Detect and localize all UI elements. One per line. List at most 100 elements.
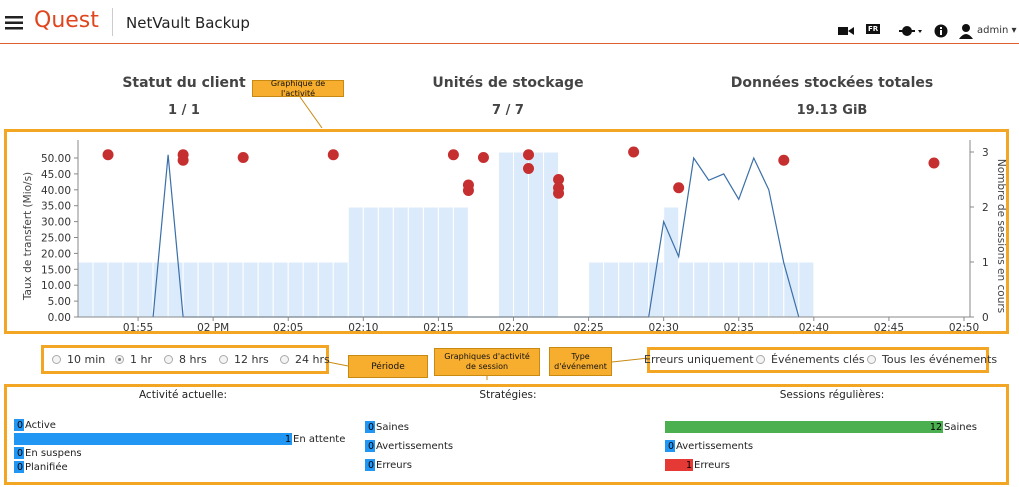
status-bar: 0 bbox=[14, 447, 24, 459]
callout: Graphiques d'activité de session bbox=[434, 348, 540, 376]
status-bar: 0 bbox=[14, 419, 24, 431]
app-title: NetVault Backup bbox=[126, 14, 250, 32]
status-bar: 12 bbox=[665, 421, 943, 433]
user-icon[interactable] bbox=[959, 23, 973, 39]
period-option[interactable]: 10 min bbox=[52, 353, 105, 366]
logo[interactable]: Quest bbox=[34, 8, 99, 33]
info-icon[interactable] bbox=[934, 24, 948, 38]
period-option[interactable]: 12 hrs bbox=[219, 353, 269, 366]
summary-value: 1 / 1 bbox=[168, 103, 200, 118]
event-dot bbox=[628, 146, 640, 158]
radio-button[interactable] bbox=[280, 355, 289, 364]
status-count: 0 bbox=[667, 440, 674, 452]
option-label: 10 min bbox=[67, 353, 106, 366]
radio-button[interactable] bbox=[756, 355, 765, 364]
status-bar: 0 bbox=[365, 421, 375, 433]
y2-tick-label: 3 bbox=[982, 147, 989, 159]
status-label: Avertissements bbox=[676, 440, 754, 452]
highlight-frame bbox=[647, 347, 989, 373]
separator bbox=[112, 8, 113, 36]
status-bar: 0 bbox=[14, 461, 24, 473]
radio-button[interactable] bbox=[164, 355, 173, 364]
panel-title: Sessions régulières: bbox=[779, 389, 885, 401]
activity-chart: 0.00 5.00 10.00 15.00 20.00 25.00 30.00 35.00 40… bbox=[22, 140, 1007, 334]
status-row: 0 En suspens bbox=[14, 447, 82, 459]
callout: Type d'événement bbox=[549, 347, 612, 376]
status-label: Planifiée bbox=[25, 461, 68, 473]
status-label: En attente bbox=[293, 433, 346, 445]
y-tick-label: 45.00 bbox=[41, 169, 71, 181]
menu-icon[interactable] bbox=[5, 16, 23, 30]
highlight-frame bbox=[4, 129, 1009, 334]
event-dot bbox=[177, 154, 189, 166]
y-tick-label: 15.00 bbox=[41, 264, 71, 276]
highlight-frame bbox=[41, 345, 329, 374]
event-dot bbox=[553, 187, 565, 199]
radio-button[interactable] bbox=[115, 355, 124, 364]
event-dot bbox=[778, 154, 790, 166]
event-option[interactable]: Événements clés bbox=[756, 353, 865, 366]
camera-icon[interactable] bbox=[838, 25, 854, 37]
radio-button[interactable] bbox=[219, 355, 228, 364]
header: Quest NetVault Backup FR admin ▾ bbox=[0, 0, 1019, 44]
event-dot bbox=[523, 163, 535, 174]
period-option[interactable]: 8 hrs bbox=[164, 353, 207, 366]
summary-value: 7 / 7 bbox=[492, 103, 524, 118]
y2-tick-label: 2 bbox=[982, 202, 989, 214]
status-count: 0 bbox=[367, 440, 374, 452]
event-dot bbox=[477, 152, 489, 163]
y-tick-label: 50.00 bbox=[41, 153, 71, 165]
status-row: 0 Erreurs bbox=[365, 459, 412, 471]
y-tick-label: 30.00 bbox=[41, 217, 71, 229]
event-dot bbox=[462, 185, 474, 196]
option-label: 8 hrs bbox=[179, 353, 207, 366]
status-row: 0 Avertissements bbox=[665, 440, 753, 452]
summary-value: 19.13 GiB bbox=[796, 103, 868, 118]
event-option[interactable]: Tous les événements bbox=[867, 353, 997, 366]
option-label: Tous les événements bbox=[882, 353, 998, 366]
event-dot bbox=[523, 149, 535, 161]
status-bar: 1 bbox=[665, 459, 693, 471]
user-menu[interactable]: admin ▾ bbox=[977, 25, 1017, 36]
status-count: 1 bbox=[284, 433, 291, 445]
status-count: 0 bbox=[16, 419, 23, 431]
status-row: 0 Saines bbox=[365, 421, 409, 433]
status-label: Active bbox=[25, 419, 56, 431]
y2-tick-label: 0 bbox=[982, 312, 989, 324]
status-count: 0 bbox=[367, 459, 374, 471]
status-bar: 1 bbox=[14, 433, 292, 445]
language-button[interactable]: FR bbox=[866, 24, 881, 34]
user-name: admin bbox=[977, 25, 1009, 36]
summary-title: Données stockées totales bbox=[730, 75, 934, 91]
y-tick-label: 5.00 bbox=[48, 296, 71, 308]
event-option[interactable]: Erreurs uniquement bbox=[644, 353, 754, 366]
status-label: Saines bbox=[944, 421, 977, 433]
network-icon[interactable] bbox=[899, 24, 923, 38]
status-label: Avertissements bbox=[376, 440, 454, 452]
y-tick-label: 10.00 bbox=[41, 280, 71, 292]
status-bar: 0 bbox=[365, 440, 375, 452]
period-option[interactable]: 24 hrs bbox=[280, 353, 330, 366]
status-count: 0 bbox=[367, 421, 374, 433]
radio-button[interactable] bbox=[52, 355, 61, 364]
status-bar: 0 bbox=[365, 459, 375, 471]
status-count: 0 bbox=[16, 461, 23, 473]
radio-button[interactable] bbox=[867, 355, 876, 364]
event-dot bbox=[237, 152, 249, 163]
panel-title: Activité actuelle: bbox=[138, 389, 228, 401]
status-count: 1 bbox=[685, 459, 692, 471]
status-label: Erreurs bbox=[376, 459, 412, 471]
status-row: 1 Erreurs bbox=[665, 459, 730, 471]
y-tick-label: 25.00 bbox=[41, 233, 71, 245]
status-label: Erreurs bbox=[694, 459, 730, 471]
event-dot bbox=[102, 149, 114, 161]
event-dot bbox=[673, 182, 685, 194]
callout: Graphique de l'activité bbox=[252, 79, 344, 98]
y2-tick-label: 1 bbox=[982, 257, 989, 269]
y-tick-label: 35.00 bbox=[41, 201, 71, 213]
status-bar: 0 bbox=[665, 440, 675, 452]
option-label: Événements clés bbox=[771, 353, 865, 366]
period-option[interactable]: 1 hr bbox=[115, 353, 152, 366]
callout: Période bbox=[348, 355, 428, 378]
